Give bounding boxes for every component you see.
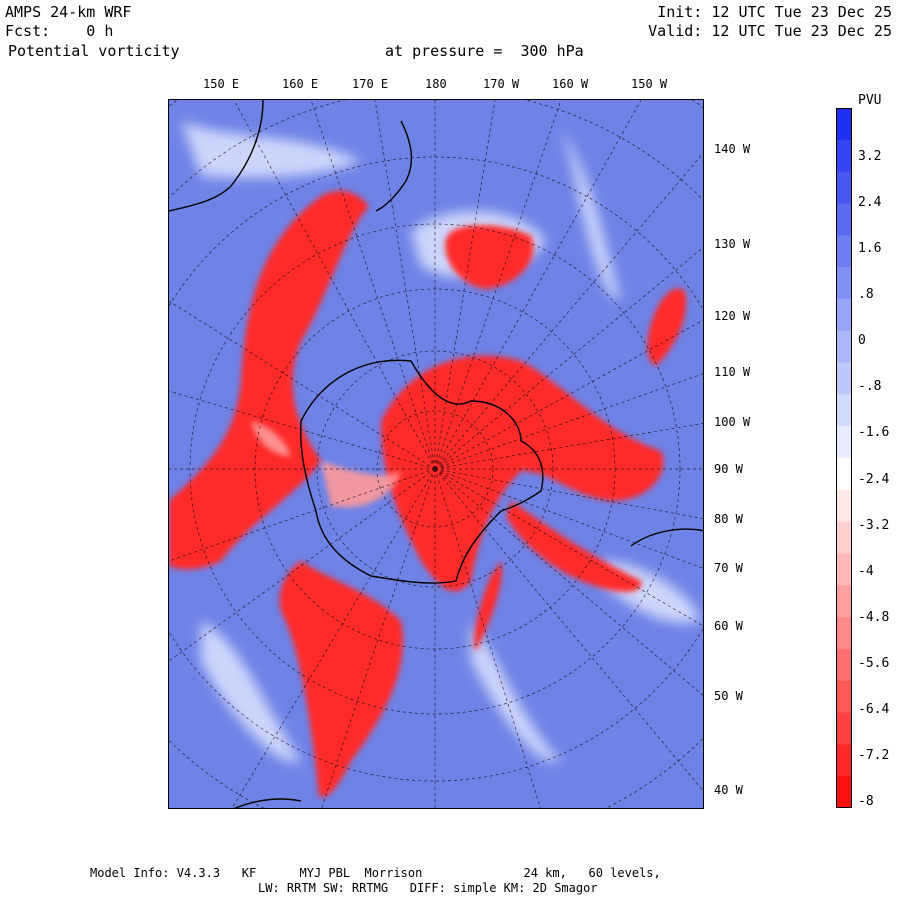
top-lon-label: 180: [425, 77, 447, 91]
colorbar-swatch: [836, 330, 852, 364]
top-lon-label: 170 W: [483, 77, 520, 91]
colorbar-swatch: [836, 362, 852, 395]
colorbar-tick-label: -8: [858, 794, 874, 809]
colorbar-swatch: [836, 617, 852, 650]
top-lon-label: 150 W: [631, 77, 668, 91]
colorbar-unit: PVU: [858, 93, 882, 108]
australia-coast: [169, 100, 264, 212]
pv-map: [168, 99, 704, 809]
colorbar-tick-label: .8: [858, 287, 874, 303]
coastlines: [169, 100, 703, 808]
right-lon-label: 60 W: [714, 619, 743, 633]
colorbar-tick-label: -6.4: [858, 701, 890, 717]
field-name: Potential vorticity: [8, 42, 180, 60]
pv-streaks: [251, 421, 401, 508]
model-title: AMPS 24-km WRF: [5, 3, 132, 21]
colorbar-swatch: [836, 235, 852, 268]
pv-cutoff-low: [445, 225, 534, 289]
western-pv-band: [169, 190, 369, 570]
right-lon-label: 110 W: [714, 365, 751, 379]
antarctica-coast: [299, 359, 544, 584]
top-lon-label: 170 E: [352, 77, 389, 91]
colorbar-swatch: [836, 712, 852, 745]
colorbar-swatch: [836, 489, 852, 523]
colorbar-tick-label: -4.8: [858, 609, 890, 625]
colorbar-swatch: [836, 298, 852, 332]
pv-map-canvas: [169, 100, 703, 808]
antarctic-pv-core: [381, 355, 664, 592]
colorbar-tick-label: -2.4: [858, 471, 890, 487]
right-lon-label: 40 W: [714, 783, 743, 797]
colorbar-tick-label: -7.2: [858, 747, 890, 763]
right-lon-label: 100 W: [714, 415, 751, 429]
southern-pv-lobe: [279, 561, 403, 798]
colorbar-tick-label: -1.6: [858, 425, 890, 441]
colorbar-tick-label: -4: [858, 563, 874, 579]
colorbar-swatch: [836, 648, 852, 682]
colorbar-tick-label: 2.4: [858, 195, 882, 211]
colorbar-tick-label: -5.6: [858, 655, 890, 671]
right-lon-label: 120 W: [714, 309, 751, 323]
pressure-level: at pressure = 300 hPa: [385, 42, 584, 60]
colorbar-swatch: [836, 776, 852, 808]
pv-south-streak: [474, 561, 502, 651]
colorbar-swatch: [836, 394, 852, 427]
south-america-coast: [630, 528, 703, 547]
top-lon-label: 150 E: [203, 77, 240, 91]
colorbar-swatch: [836, 108, 852, 141]
right-lon-label: 140 W: [714, 142, 751, 156]
valid-time: Valid: 12 UTC Tue 23 Dec 25: [648, 22, 892, 40]
right-lon-label: 90 W: [714, 462, 743, 476]
pv-colorbar: [836, 108, 852, 808]
model-info-line1: Model Info: V4.3.3 KF MYJ PBL Morrison 2…: [90, 866, 661, 880]
colorbar-swatch: [836, 426, 852, 459]
colorbar-swatch: [836, 680, 852, 714]
model-info-line2: LW: RRTM SW: RRTMG DIFF: simple KM: 2D S…: [258, 881, 598, 895]
colorbar-swatch: [836, 458, 852, 491]
forecast-hour: Fcst: 0 h: [5, 22, 114, 40]
colorbar-tick-label: 1.6: [858, 241, 882, 257]
pv-east-cell: [647, 288, 687, 366]
high-pv-regions: [169, 190, 687, 798]
right-lon-label: 50 W: [714, 689, 743, 703]
colorbar-swatch: [836, 585, 852, 618]
colorbar-tick-label: 0: [858, 333, 866, 349]
colorbar-swatch: [836, 744, 852, 777]
africa-coast: [233, 798, 302, 808]
init-time: Init: 12 UTC Tue 23 Dec 25: [657, 3, 892, 21]
colorbar-swatch: [836, 521, 852, 554]
colorbar-swatch: [836, 553, 852, 586]
colorbar-swatch: [836, 267, 852, 300]
colorbar-tick-label: 3.2: [858, 149, 882, 164]
new-zealand-coast: [375, 120, 413, 212]
top-lon-label: 160 W: [552, 77, 589, 91]
colorbar-tick-label: -.8: [858, 379, 882, 395]
right-lon-label: 70 W: [714, 561, 743, 575]
colorbar-frame: [836, 108, 852, 808]
colorbar-swatch: [836, 171, 852, 204]
top-lon-label: 160 E: [282, 77, 319, 91]
colorbar-tick-label: -3.2: [858, 517, 890, 533]
colorbar-swatch: [836, 203, 852, 236]
right-lon-label: 80 W: [714, 512, 743, 526]
graticule: [169, 100, 703, 808]
colorbar-swatch: [836, 139, 852, 173]
right-lon-label: 130 W: [714, 237, 751, 251]
